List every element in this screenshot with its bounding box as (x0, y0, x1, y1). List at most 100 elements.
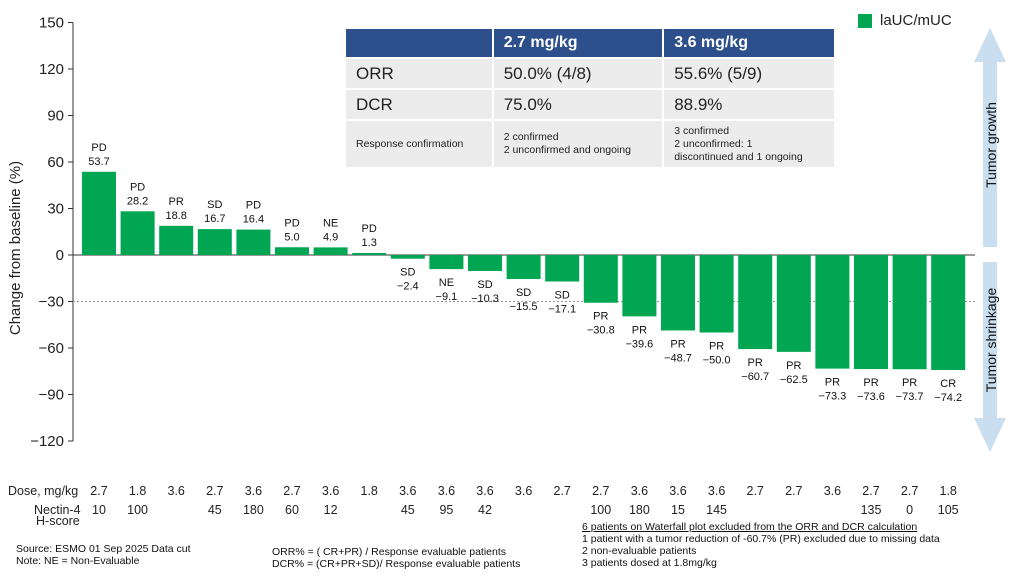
dcr-2-7: 75.0% (491, 88, 664, 120)
y-axis-label: Change from baseline (%) (7, 161, 24, 335)
legend-swatch (858, 13, 872, 28)
y-tick-label: 60 (47, 154, 64, 171)
y-tick-label: 120 (39, 61, 64, 78)
dose-value: 2.7 (901, 484, 918, 498)
bar-value-label: −73.7 (896, 391, 924, 403)
bar-response-label: SD (207, 199, 222, 211)
bar-response-label: PR (593, 311, 608, 323)
dose-value: 1.8 (129, 484, 146, 498)
source-notes: Source: ESMO 01 Sep 2025 Data cut Note: … (16, 543, 191, 567)
bar (275, 247, 309, 255)
hscore-row-label: Nectin-4 (34, 503, 81, 517)
bar-response-label: PR (632, 324, 647, 336)
shrinkage-arrow (974, 262, 1006, 452)
bar-response-label: PR (825, 377, 840, 389)
bar-response-label: PR (863, 377, 878, 389)
legend-label: laUC/mUC (880, 12, 952, 29)
dose-value: 3.6 (631, 484, 648, 498)
hscore-value: 0 (906, 503, 913, 517)
bar (661, 255, 695, 331)
bar-response-label: NE (439, 277, 454, 289)
hscore-value: 42 (478, 503, 492, 517)
bar-response-label: NE (323, 217, 338, 229)
row-label-confirmation: Response confirmation (346, 119, 493, 167)
bar (854, 255, 888, 370)
hscore-value: 45 (401, 503, 415, 517)
bar-value-label: −62.5 (780, 374, 808, 386)
bar (197, 229, 232, 255)
dose-value: 1.8 (361, 484, 378, 498)
hscore-value: 180 (243, 503, 264, 517)
dose-value: 1.8 (940, 484, 957, 498)
bar-value-label: 28.2 (127, 195, 148, 207)
bar (583, 255, 618, 303)
dose-value: 3.6 (515, 484, 532, 498)
exclusion-notes: 6 patients on Waterfall plot excluded fr… (582, 521, 940, 569)
tumor-shrinkage-label: Tumor shrinkage (983, 288, 999, 393)
orr-2-7: 50.0% (4/8) (491, 57, 664, 89)
bar-value-label: 53.7 (88, 156, 109, 168)
bar (699, 255, 734, 333)
hscore-value: 95 (439, 503, 453, 517)
bar-value-label: −9.1 (436, 291, 458, 303)
dcr-3-6: 88.9% (662, 88, 834, 120)
bar (622, 255, 657, 317)
bar (82, 171, 116, 255)
hscore-value: 105 (938, 503, 959, 517)
bar-value-label: −73.6 (857, 391, 885, 403)
bar-response-label: SD (516, 287, 531, 299)
bar-response-label: CR (940, 378, 956, 390)
tumor-growth-label: Tumor growth (983, 102, 999, 188)
y-tick-label: 150 (39, 15, 64, 32)
table-row-dcr: DCR 75.0% 88.9% (346, 88, 834, 120)
bar (776, 255, 811, 352)
dose-value: 3.6 (168, 484, 185, 498)
bar (931, 255, 966, 371)
confirmation-2-7-line: 2 confirmed (503, 131, 559, 143)
hscore-value: 60 (285, 503, 299, 517)
exclusion-item: 1 patient with a tumor reduction of -60.… (582, 533, 940, 545)
bar-response-label: PD (130, 181, 145, 193)
row-label-dcr: DCR (346, 88, 493, 120)
dose-value: 2.7 (206, 484, 223, 498)
bar-value-label: 18.8 (165, 210, 186, 222)
bar-value-label: −48.7 (664, 352, 692, 364)
bar-value-label: −17.1 (548, 304, 576, 316)
dose-value: 3.6 (476, 484, 493, 498)
bar (313, 247, 348, 255)
table-row-orr: ORR 50.0% (4/8) 55.6% (5/9) (346, 57, 834, 89)
hscore-value: 100 (127, 503, 148, 517)
bar-response-label: PR (670, 338, 685, 350)
confirmation-2-7-line: 2 unconfirmed and ongoing (503, 144, 631, 156)
bar-value-label: −10.3 (471, 293, 499, 305)
hscore-value: 10 (92, 503, 106, 517)
y-tick-label: −120 (30, 433, 64, 450)
legend: laUC/mUC (858, 12, 952, 29)
bar (892, 255, 927, 370)
dcr-formula: DCR% = (CR+PR+SD)/ Response evaluable pa… (272, 558, 521, 570)
confirmation-3-6-line: discontinued and 1 ongoing (674, 150, 803, 163)
dose-value: 3.6 (669, 484, 686, 498)
exclusion-title: 6 patients on Waterfall plot excluded fr… (582, 521, 918, 533)
response-table: 2.7 mg/kg 3.6 mg/kg ORR 50.0% (4/8) 55.6… (346, 29, 834, 167)
bar-response-label: PD (362, 223, 377, 235)
bar-response-label: PR (786, 360, 801, 372)
bar-response-label: PR (169, 196, 184, 208)
bar-value-label: 16.4 (243, 214, 264, 226)
bar (429, 255, 464, 270)
bar-response-label: PD (246, 200, 261, 212)
bar-response-label: SD (400, 267, 415, 279)
y-tick-label: −90 (39, 387, 64, 404)
dose-value: 3.6 (322, 484, 339, 498)
bar (468, 255, 502, 271)
y-tick-label: −30 (39, 294, 64, 311)
dose-value: 2.7 (90, 484, 107, 498)
bar (236, 229, 271, 255)
hscore-value: 135 (861, 503, 882, 517)
y-tick-label: −60 (39, 340, 64, 357)
bar-value-label: 16.7 (204, 213, 225, 225)
hscore-value: 100 (590, 503, 611, 517)
hscore-row-label-2: H-score (36, 514, 80, 528)
hscore-value: 145 (706, 503, 727, 517)
dose-value: 3.6 (245, 484, 262, 498)
